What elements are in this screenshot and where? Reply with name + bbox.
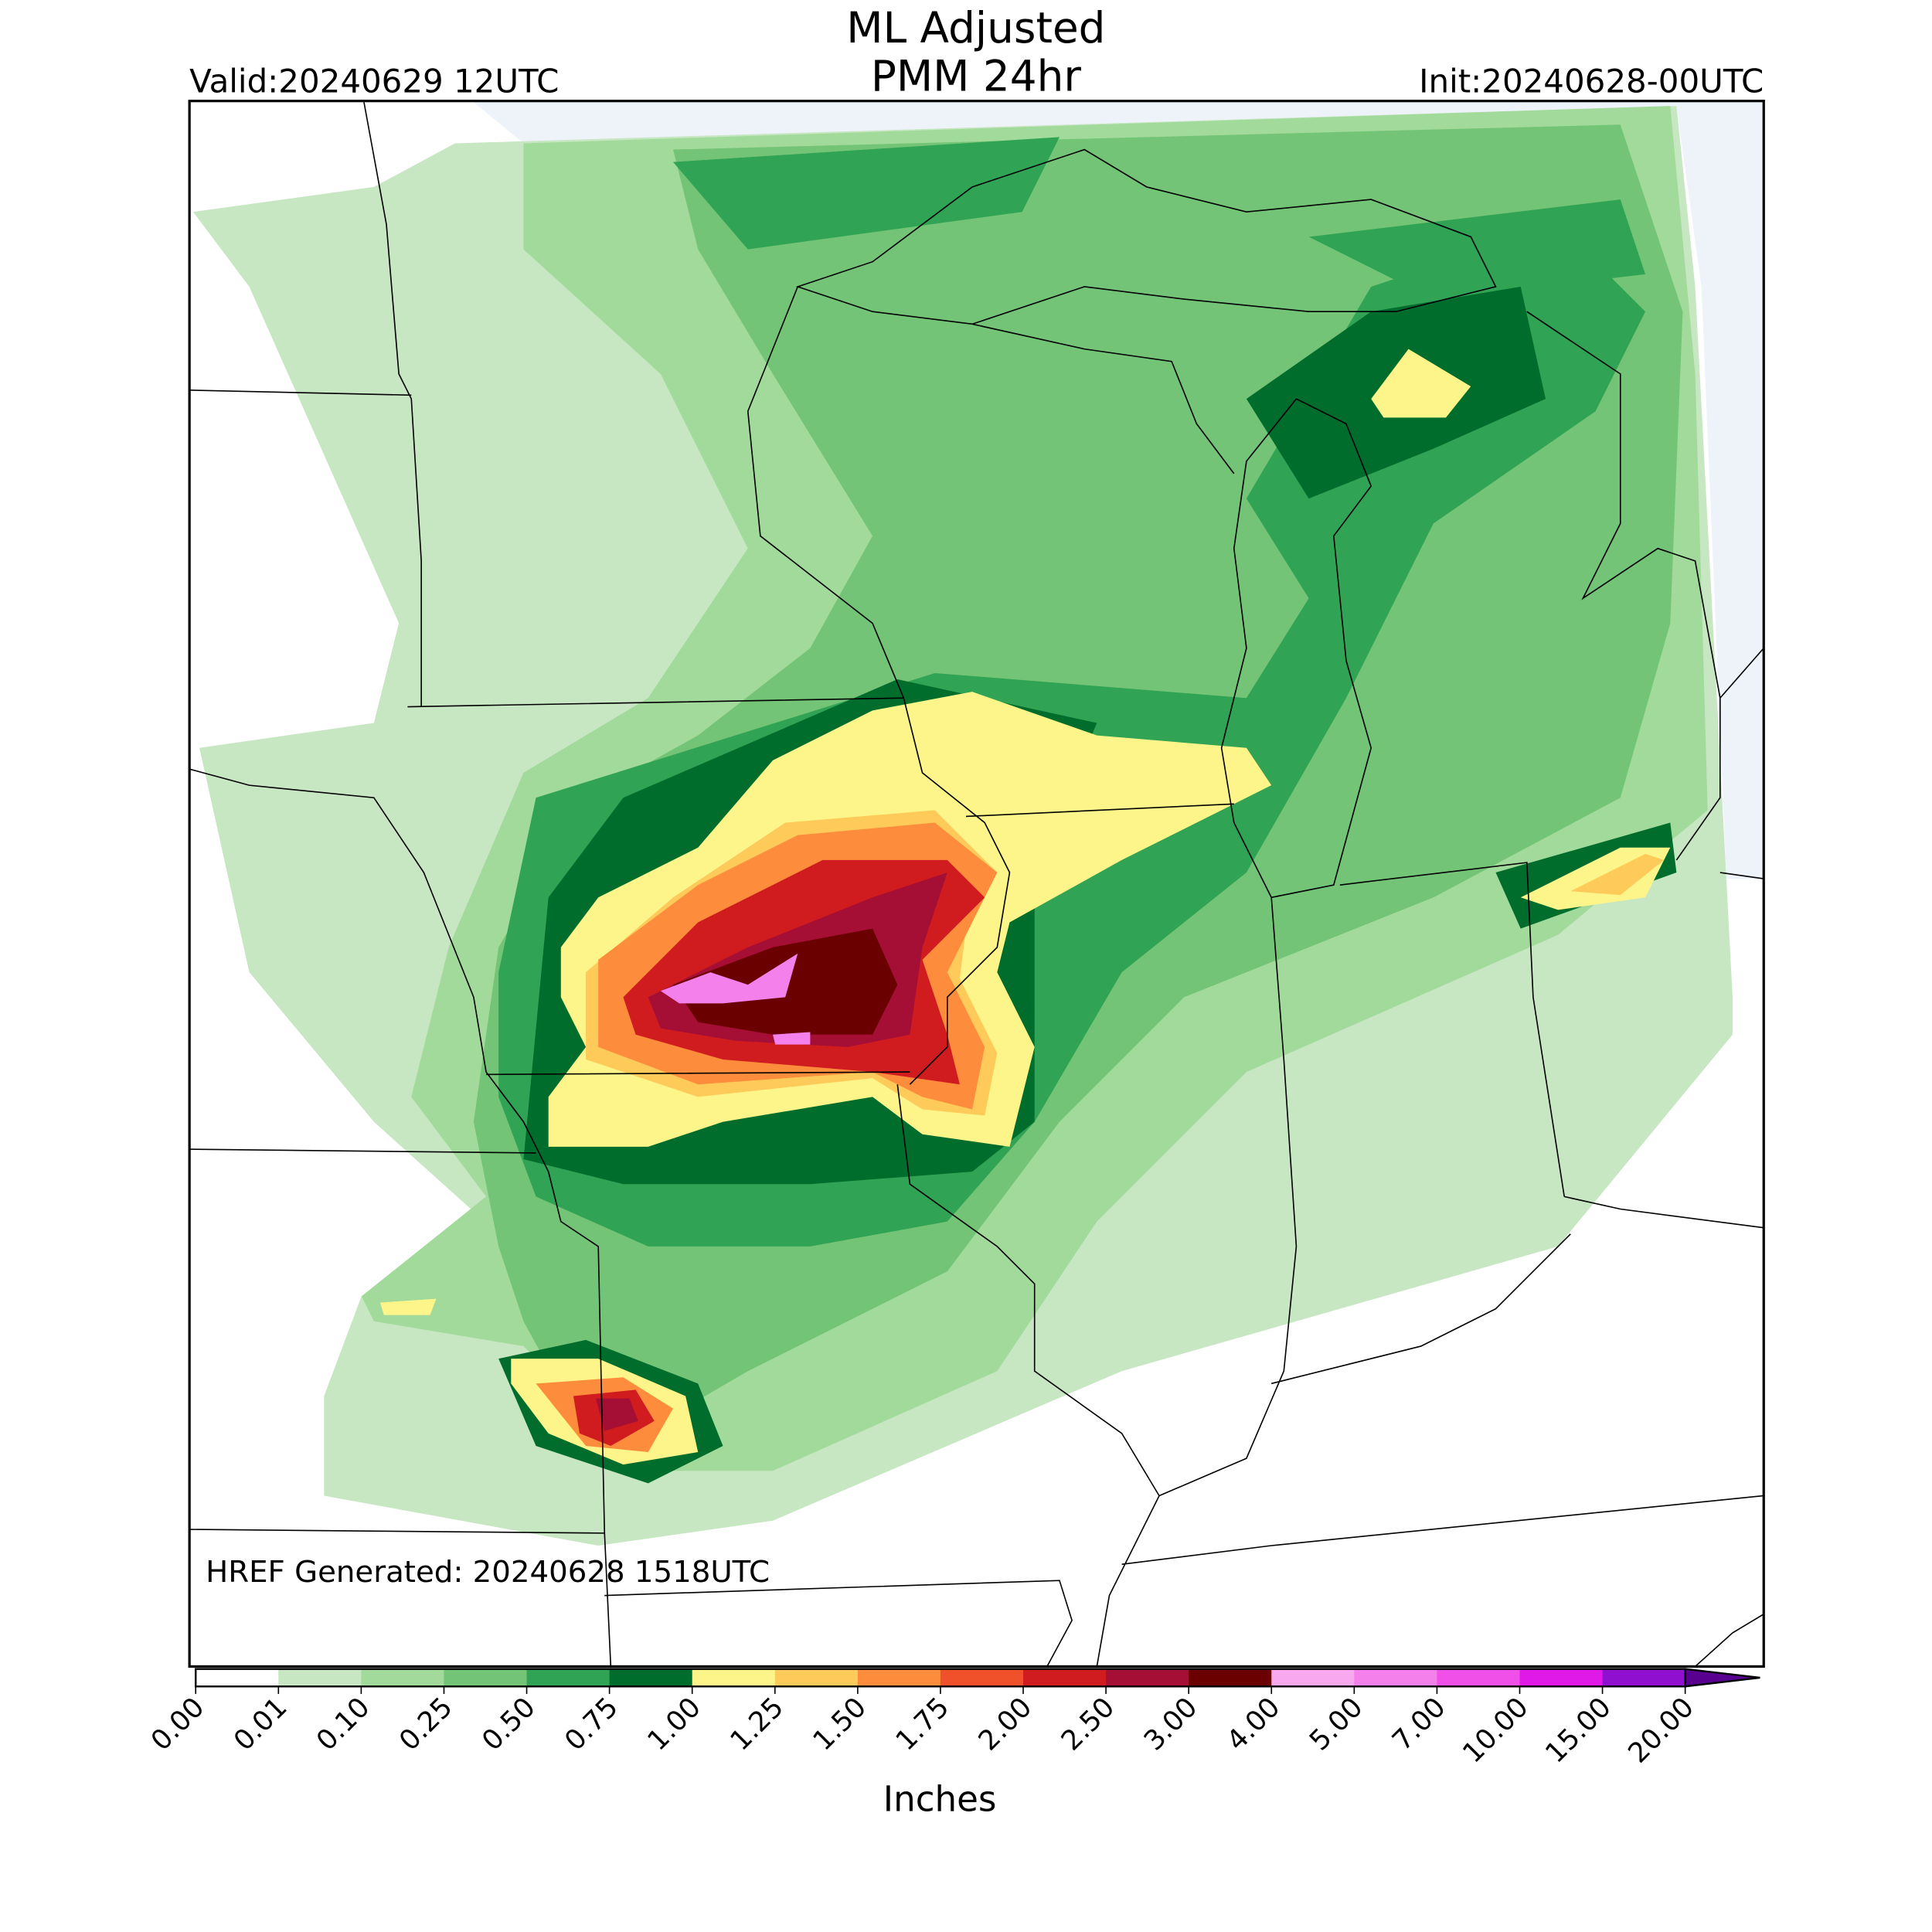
colorbar: 0.00 0.01 0.10 0.25 0.50 0.75 1.00 1.25 1.50 1.75…: [145, 1668, 1760, 1770]
colorbar-box: [940, 1668, 1024, 1687]
colorbar-tick-label: 15.00: [1539, 1692, 1617, 1770]
colorbar-box: [526, 1668, 611, 1687]
colorbar-box: [278, 1668, 362, 1687]
title-line: PMM 24hr: [871, 52, 1082, 101]
colorbar-box: [857, 1668, 941, 1687]
colorbar-tick-label: 0.01: [228, 1692, 294, 1757]
colorbar-box: [1437, 1668, 1521, 1687]
colorbar-tick-label: 1.00: [641, 1692, 707, 1757]
colorbar-tick-label: 0.75: [559, 1692, 624, 1757]
boundaries: [189, 102, 1764, 1667]
colorbar-tick-label: 0.10: [311, 1692, 376, 1757]
colorbar-box: [361, 1668, 445, 1687]
precip-area: [379, 349, 1671, 1465]
valid-time: Valid:20240629 12UTC: [189, 62, 559, 100]
colorbar-tick-label: 3.00: [1138, 1692, 1204, 1757]
colorbar-tick-label: 2.50: [1056, 1692, 1121, 1757]
colorbar-tick-label: 20.00: [1622, 1692, 1700, 1770]
colorbar-box: [774, 1668, 859, 1687]
colorbar-tick-label: 0.50: [476, 1692, 542, 1757]
colorbar-box: [444, 1668, 528, 1687]
colorbar-box: [1271, 1668, 1355, 1687]
colorbar-tick-label: 1.75: [889, 1692, 955, 1757]
colorbar-tick-label: 0.00: [145, 1692, 211, 1757]
colorbar-box: [1602, 1668, 1686, 1687]
precip-area: [660, 953, 811, 1045]
init-time: Init:20240628-00UTC: [1419, 62, 1764, 100]
colorbar-extension: [1684, 1668, 1760, 1688]
colorbar-tick-label: 5.00: [1304, 1692, 1369, 1757]
colorbar-tick-label: 10.00: [1457, 1692, 1535, 1770]
colorbar-tick-label: 1.50: [807, 1692, 872, 1757]
generated-annotation: HREF Generated: 20240628 1518UTC: [206, 1555, 770, 1590]
colorbar-box: [1023, 1668, 1107, 1687]
colorbar-box: [1519, 1668, 1604, 1687]
colorbar-tick-label: 2.00: [972, 1692, 1038, 1757]
map-area: HREF Generated: 20240628 1518UTC: [189, 100, 1764, 1667]
colorbar-box: [1354, 1668, 1438, 1687]
colorbar-box: [196, 1668, 280, 1687]
title-line: ML Adjusted: [846, 3, 1105, 53]
map-frame: [188, 100, 1765, 1668]
colorbar-box: [692, 1668, 776, 1687]
colorbar-tick-label: 7.00: [1386, 1692, 1452, 1757]
colorbar-tick-label: 0.25: [393, 1692, 459, 1757]
precip-area: [672, 137, 1646, 300]
colorbar-label: Inches: [883, 1779, 997, 1820]
colorbar-box: [1106, 1668, 1189, 1687]
colorbar-tick-label: 1.25: [724, 1692, 790, 1757]
precip-area: [498, 286, 1677, 1484]
colorbar-tick-label: 4.00: [1221, 1692, 1287, 1757]
colorbar-box: [1189, 1668, 1273, 1687]
colorbar-box: [609, 1668, 693, 1687]
